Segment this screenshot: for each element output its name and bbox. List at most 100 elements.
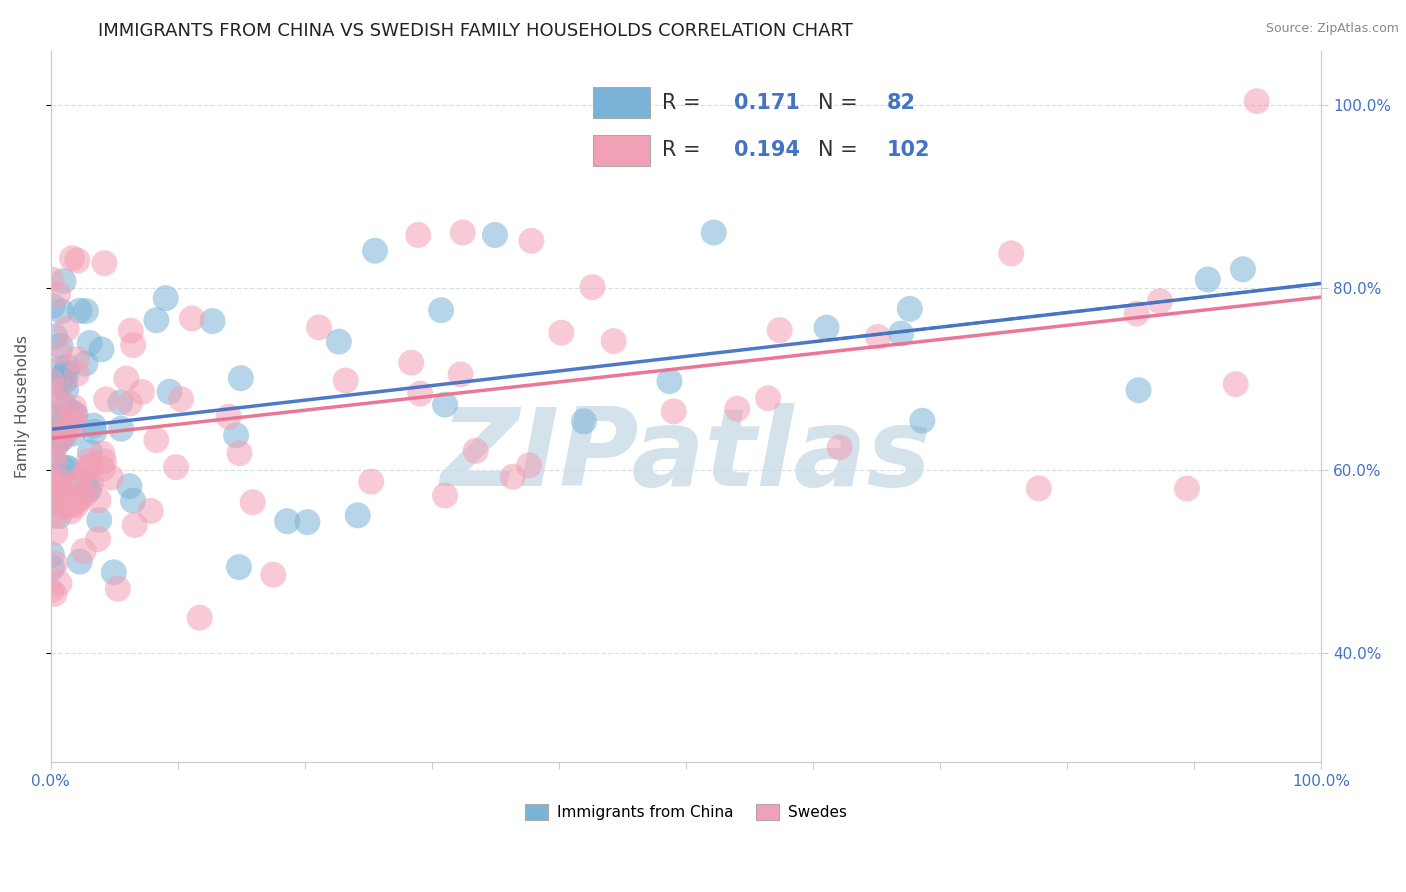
Point xyxy=(55,322,77,336)
Point xyxy=(65,408,87,422)
Point xyxy=(44,424,66,438)
Point xyxy=(41,299,63,313)
Point xyxy=(662,404,685,418)
Point xyxy=(91,447,114,461)
Point xyxy=(73,489,96,503)
Point xyxy=(48,509,70,524)
Legend: Immigrants from China, Swedes: Immigrants from China, Swedes xyxy=(519,797,853,826)
Text: Source: ZipAtlas.com: Source: ZipAtlas.com xyxy=(1265,22,1399,36)
Point xyxy=(52,368,75,382)
Point xyxy=(49,373,72,387)
Point xyxy=(62,478,84,492)
Point xyxy=(77,454,100,468)
Point xyxy=(297,515,319,529)
Point xyxy=(41,272,63,286)
Point xyxy=(62,489,84,503)
Point xyxy=(229,371,252,385)
Point xyxy=(58,416,80,430)
Point xyxy=(53,399,76,413)
Point xyxy=(79,458,101,473)
Point xyxy=(828,441,851,455)
Point xyxy=(41,408,63,422)
Point xyxy=(103,566,125,580)
Point xyxy=(725,401,748,416)
Point xyxy=(464,443,486,458)
Point xyxy=(228,560,250,574)
Point xyxy=(100,470,122,484)
Point xyxy=(181,311,204,326)
Point xyxy=(131,384,153,399)
Point xyxy=(45,482,67,496)
Point xyxy=(48,473,70,487)
Point xyxy=(87,532,110,546)
Point xyxy=(91,461,114,475)
Point xyxy=(815,320,838,334)
Point xyxy=(76,483,98,497)
Point xyxy=(44,453,66,467)
Point xyxy=(67,492,90,507)
Point xyxy=(65,417,87,431)
Point xyxy=(52,461,75,475)
Point xyxy=(898,301,921,316)
Point xyxy=(79,445,101,459)
Point xyxy=(1128,383,1150,397)
Point xyxy=(118,479,141,493)
Point xyxy=(56,418,79,433)
Point xyxy=(46,287,69,301)
Point xyxy=(434,398,457,412)
Point xyxy=(49,339,72,353)
Point xyxy=(225,428,247,442)
Point xyxy=(124,518,146,533)
Point xyxy=(66,253,89,268)
Point xyxy=(364,244,387,258)
Point xyxy=(73,472,96,486)
Point xyxy=(145,313,167,327)
Point xyxy=(658,374,681,388)
Point xyxy=(41,548,63,562)
Point xyxy=(409,386,432,401)
Point xyxy=(93,454,115,468)
Point xyxy=(48,425,70,439)
Point xyxy=(62,406,84,420)
Point xyxy=(83,425,105,439)
Point xyxy=(484,227,506,242)
Point xyxy=(69,555,91,569)
Point xyxy=(145,433,167,447)
Point xyxy=(41,494,63,508)
Point xyxy=(77,483,100,497)
Y-axis label: Family Households: Family Households xyxy=(15,335,30,478)
Point xyxy=(201,314,224,328)
Point xyxy=(346,508,368,523)
Point xyxy=(56,461,79,475)
Point xyxy=(406,227,429,242)
Point xyxy=(66,352,89,367)
Point xyxy=(55,426,77,441)
Point xyxy=(55,366,77,380)
Point xyxy=(55,383,77,397)
Point xyxy=(60,498,83,512)
Point xyxy=(55,493,77,508)
Point xyxy=(48,384,70,398)
Point xyxy=(550,326,572,340)
Point xyxy=(139,504,162,518)
Point xyxy=(48,477,70,491)
Point xyxy=(63,401,86,415)
Point xyxy=(60,252,83,266)
Point xyxy=(262,567,284,582)
Point xyxy=(42,407,65,421)
Point xyxy=(89,513,111,527)
Point xyxy=(41,561,63,575)
Point xyxy=(79,336,101,351)
Text: ZIPatlas: ZIPatlas xyxy=(440,403,932,509)
Point xyxy=(48,409,70,423)
Point xyxy=(77,460,100,475)
Point xyxy=(45,428,67,442)
Point xyxy=(520,234,543,248)
Point xyxy=(450,368,472,382)
Point xyxy=(228,446,250,460)
Point xyxy=(44,587,66,601)
Point xyxy=(769,323,792,337)
Point xyxy=(1246,94,1268,108)
Point xyxy=(48,362,70,376)
Point xyxy=(430,303,453,318)
